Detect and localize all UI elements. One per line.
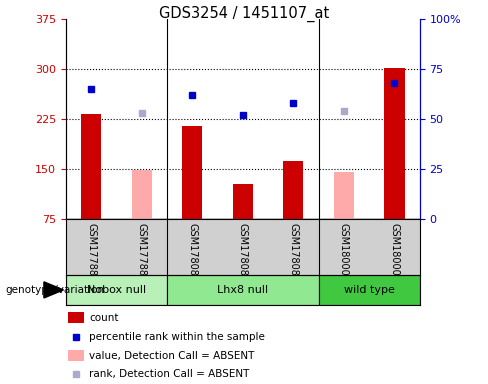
Text: Lhx8 null: Lhx8 null <box>217 285 268 295</box>
Polygon shape <box>44 282 63 298</box>
Bar <box>385 68 405 219</box>
Text: GSM178085: GSM178085 <box>238 223 248 283</box>
Bar <box>182 126 203 219</box>
Bar <box>66 275 167 305</box>
Text: GSM178086: GSM178086 <box>288 223 298 282</box>
Text: genotype/variation: genotype/variation <box>5 285 104 295</box>
Text: value, Detection Call = ABSENT: value, Detection Call = ABSENT <box>89 351 254 361</box>
Bar <box>319 275 420 305</box>
Text: GSM180005: GSM180005 <box>389 223 399 282</box>
Text: percentile rank within the sample: percentile rank within the sample <box>89 332 265 342</box>
Text: wild type: wild type <box>344 285 395 295</box>
Bar <box>68 350 83 361</box>
Text: GSM178084: GSM178084 <box>187 223 197 282</box>
Text: GDS3254 / 1451107_at: GDS3254 / 1451107_at <box>159 6 329 22</box>
Bar <box>334 172 354 219</box>
Text: Nobox null: Nobox null <box>87 285 146 295</box>
Bar <box>132 170 152 219</box>
Text: GSM177882: GSM177882 <box>86 223 96 283</box>
Bar <box>283 161 304 219</box>
Text: GSM180004: GSM180004 <box>339 223 349 282</box>
Text: rank, Detection Call = ABSENT: rank, Detection Call = ABSENT <box>89 369 249 379</box>
Bar <box>68 312 83 323</box>
Text: GSM177883: GSM177883 <box>137 223 147 283</box>
Text: count: count <box>89 313 119 323</box>
Bar <box>233 184 253 219</box>
Bar <box>81 114 102 219</box>
Bar <box>167 275 319 305</box>
